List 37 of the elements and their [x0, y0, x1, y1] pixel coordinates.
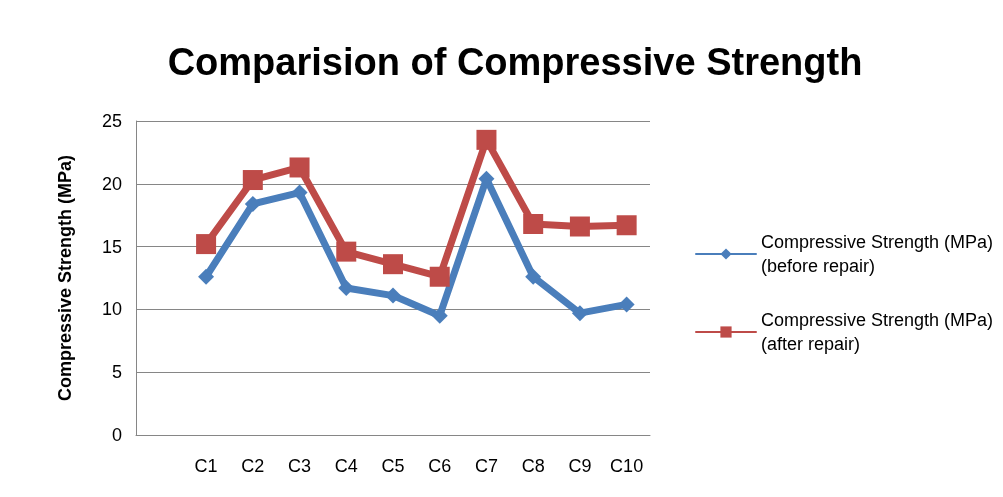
point: [385, 287, 401, 304]
y-tick-label: 25: [101, 111, 122, 131]
point: [289, 157, 310, 178]
x-tick-label: C2: [241, 456, 265, 476]
y-tick-label: 10: [101, 299, 122, 320]
point: [523, 213, 544, 234]
point: [476, 129, 497, 150]
chart-title: Comparision of Compressive Strength: [167, 41, 863, 83]
point: [244, 195, 261, 212]
x-tick-label: C8: [521, 456, 545, 476]
point: [291, 184, 308, 201]
point: [616, 215, 637, 236]
y-tick-label: 20: [101, 173, 122, 194]
point: [242, 170, 263, 191]
x-tick-label: C4: [334, 456, 358, 476]
x-tick-label: C5: [381, 456, 405, 476]
point: [569, 216, 590, 237]
point: [431, 307, 448, 324]
y-tick-label: 5: [111, 362, 122, 383]
legend-label: Compressive Strength (MPa) (before repair): [761, 232, 999, 276]
y-tick-label: 15: [101, 236, 122, 257]
point: [196, 234, 217, 255]
x-tick-label: C3: [288, 456, 312, 476]
x-tick-label: C1: [194, 456, 218, 476]
y-tick-label: 0: [111, 425, 122, 445]
x-tick-label: C6: [428, 456, 452, 476]
point: [198, 268, 215, 285]
point: [336, 241, 357, 262]
point: [571, 305, 588, 322]
legend-label: Compressive Strength (MPa) (after repair): [761, 310, 999, 354]
point: [525, 268, 542, 285]
x-tick-label: C10: [610, 456, 644, 476]
point: [429, 266, 450, 287]
x-tick-label: C9: [568, 456, 592, 476]
x-tick-label: C7: [474, 456, 498, 476]
y-axis-title: Compressive Strength (MPa): [55, 154, 75, 402]
point: [383, 254, 403, 275]
